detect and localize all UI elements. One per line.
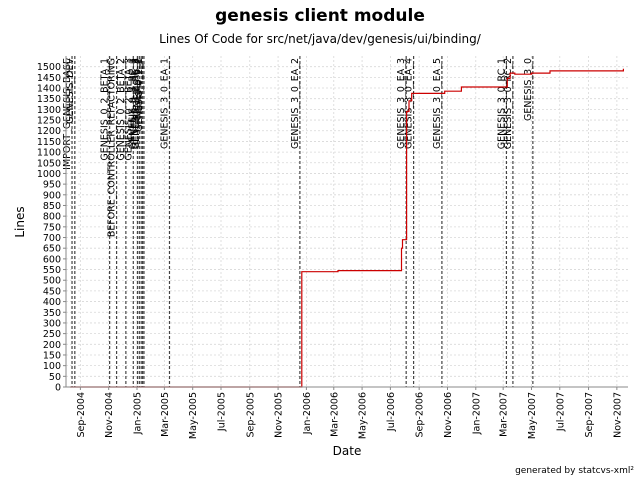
tag-label: GENESIS_0_2_BETA_1 — [100, 58, 111, 161]
y-tick-label: 950 — [43, 180, 61, 191]
y-tick-label: 300 — [43, 318, 61, 329]
x-tick-label: Jul-2005 — [217, 392, 228, 432]
tag-label: GENESIS_3_0_EA_1 — [159, 58, 170, 149]
x-tick-label: Sep-2006 — [415, 392, 426, 438]
y-tick-label: 200 — [43, 340, 61, 351]
y-tick-label: 1400 — [37, 84, 61, 95]
y-tick-label: 650 — [43, 244, 61, 255]
tag-label: BEFORE_CONTROLLER_REFACTORING — [107, 58, 118, 237]
y-tick-label: 350 — [43, 308, 61, 319]
y-tick-label: 1350 — [37, 94, 61, 105]
tag-label: GENESIS_0_2 — [133, 58, 144, 121]
x-tick-label: May-2007 — [527, 392, 538, 439]
y-tick-label: 500 — [43, 276, 61, 287]
chart-title: genesis client module — [215, 6, 425, 26]
tag-label: GENESIS_3_0 — [523, 58, 534, 121]
x-axis-label: Date — [333, 444, 362, 458]
y-tick-label: 50 — [49, 372, 61, 383]
tag-label: GENESIS_0_2_BETA_3 — [123, 58, 134, 161]
tag-label: GENESIS_3_0_RC_1 — [496, 58, 507, 149]
tag-label: GENESIS_3_0_EA_3 — [396, 58, 407, 149]
x-tick-label: May-2005 — [188, 392, 199, 439]
y-tick-label: 150 — [43, 350, 61, 361]
tag-label: GENESIS_0_2_RC_1 — [127, 58, 138, 149]
chart-subtitle: Lines Of Code for src/net/java/dev/genes… — [159, 32, 481, 46]
x-tick-label: May-2006 — [358, 392, 369, 439]
y-tick-label: 600 — [43, 254, 61, 265]
y-tick-label: 550 — [43, 265, 61, 276]
axes: 0501001502002503003504004505005506006507… — [37, 56, 628, 439]
x-tick-label: Sep-2007 — [584, 392, 595, 438]
generator-credit: generated by statcvs-xml² — [515, 466, 634, 476]
y-tick-label: 1200 — [37, 126, 61, 137]
y-tick-label: 1250 — [37, 116, 61, 127]
x-tick-label: Mar-2007 — [499, 392, 510, 437]
y-tick-label: 750 — [43, 222, 61, 233]
plot-area — [66, 56, 628, 387]
tag-label: GENESIS_DEV — [65, 58, 76, 124]
y-tick-label: 1450 — [37, 73, 61, 84]
y-tick-label: 450 — [43, 286, 61, 297]
tag-label: GENESIS_3_0_EA_2 — [290, 58, 301, 149]
tag-label: GENESIS_3_0_RC_2 — [503, 58, 514, 149]
x-tick-label: Jan-2006 — [302, 392, 313, 435]
x-tick-label: Nov-2007 — [612, 392, 623, 438]
y-tick-label: 850 — [43, 201, 61, 212]
y-tick-label: 250 — [43, 329, 61, 340]
y-tick-label: 100 — [43, 361, 61, 372]
x-tick-label: Mar-2006 — [329, 392, 340, 437]
series-layer — [70, 68, 625, 388]
x-tick-label: Jan-2005 — [133, 392, 144, 435]
y-tick-label: 800 — [43, 212, 61, 223]
y-tick-label: 1050 — [37, 158, 61, 169]
y-tick-label: 1300 — [37, 105, 61, 116]
x-tick-label: Jul-2006 — [386, 392, 397, 432]
y-axis-label: Lines — [13, 206, 27, 237]
y-tick-label: 400 — [43, 297, 61, 308]
x-tick-label: Nov-2004 — [104, 392, 115, 438]
tag-label: IMPORT_GENESIS_BASE — [62, 58, 73, 170]
y-tick-label: 900 — [43, 190, 61, 201]
x-tick-label: Nov-2005 — [274, 392, 285, 438]
x-tick-label: Mar-2005 — [160, 392, 171, 437]
y-tick-label: 1000 — [37, 169, 61, 180]
y-tick-label: 1150 — [37, 137, 61, 148]
y-tick-label: 1100 — [37, 148, 61, 159]
tag-label: GENESIS_0_2_RC_2 — [129, 58, 140, 149]
y-tick-label: 1500 — [37, 62, 61, 73]
x-tick-label: Jan-2007 — [471, 392, 482, 435]
tag-label: GENESIS_0_2_RC_3 — [131, 58, 142, 149]
y-tick-label: 0 — [55, 383, 61, 394]
tag-label: GENESIS_0_2_BETA_2 — [116, 58, 127, 161]
tag-label: GENESIS_0_2_1 — [134, 58, 145, 132]
x-tick-label: Nov-2006 — [443, 392, 454, 438]
x-tick-label: Sep-2004 — [76, 392, 87, 438]
tag-label: GENESIS_3_0_EA_5 — [432, 58, 443, 149]
lines-of-code-series — [70, 68, 625, 388]
x-tick-label: Jul-2007 — [555, 392, 566, 432]
grid-lines — [66, 56, 628, 387]
y-tick-label: 700 — [43, 233, 61, 244]
x-tick-label: Sep-2005 — [245, 392, 256, 438]
